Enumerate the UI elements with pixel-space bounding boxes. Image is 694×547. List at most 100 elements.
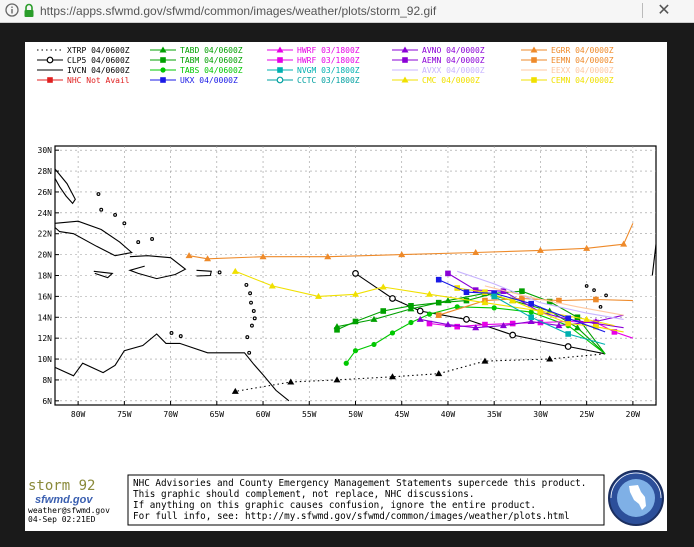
legend-label: AVNO 04/0000Z (422, 46, 485, 55)
lat-label: 6N (42, 397, 52, 406)
track-point (379, 283, 387, 290)
track-point (435, 370, 443, 377)
logo-text: sfwmd.gov (35, 494, 93, 506)
legend-label: AEMN 04/0000Z (422, 56, 485, 65)
track-point (528, 300, 534, 307)
track-line (189, 223, 634, 260)
track-point (472, 249, 480, 256)
track-point (426, 320, 433, 327)
track-point (546, 355, 554, 362)
track-point (47, 77, 53, 83)
axis-labels: 30N 28N 26N 24N 22N 20N 18N 16N 14N 12N 10N 8N 6N 80W… (38, 146, 641, 419)
track-point (160, 57, 166, 63)
legend-label: TABD 04/0600Z (180, 46, 243, 55)
legend-label: IVCN 04/0600Z (67, 66, 130, 75)
track-point (416, 307, 424, 315)
track (491, 293, 606, 345)
island (249, 323, 254, 328)
legend: XTRP 04/0600Z TABD 04/0600Z HWRF 03/1800Z A… (37, 46, 614, 85)
legend-label: XTRP 04/0600Z (67, 46, 130, 55)
sfwmd-logo: sfwmd.gov (29, 493, 115, 506)
url-field[interactable]: https://apps.sfwmd.gov/sfwmd/common/imag… (40, 4, 437, 18)
track-point (454, 304, 460, 310)
track-point (402, 57, 408, 63)
track-point (276, 46, 284, 53)
notice-line-1: NHC Advisories and County Emergency Mana… (133, 478, 586, 489)
track-point (509, 320, 516, 327)
legend-item: CLP5 04/0600Z (37, 56, 130, 65)
track-point (435, 276, 442, 283)
track-point (491, 305, 497, 311)
coastline (196, 269, 212, 277)
lat-label: 24N (38, 209, 53, 218)
coastline (128, 255, 187, 280)
storm-name: storm_92 (28, 478, 95, 494)
island (217, 270, 222, 275)
lon-label: 35W (487, 410, 502, 419)
lat-label: 16N (38, 292, 53, 301)
legend-label: TABM 04/0600Z (180, 56, 243, 65)
lock-icon (24, 3, 34, 17)
legend-label: NVGM 03/1800Z (297, 66, 360, 75)
island (169, 330, 174, 335)
track-point (276, 76, 284, 84)
track-point (389, 295, 396, 302)
notice-line-3: If anything on this graphic causes confu… (133, 500, 536, 511)
track (484, 285, 624, 316)
track-point (620, 240, 628, 247)
track-point (565, 331, 571, 337)
track-point (389, 330, 396, 336)
track-point (408, 302, 414, 309)
legend-item: NVGM 03/1800Z (267, 66, 360, 75)
info-icon[interactable] (5, 3, 19, 17)
legend-item: HWRF 03/1800Z (267, 56, 360, 65)
legend-item: EEXX 04/0000Z (521, 66, 614, 75)
track-point (324, 253, 332, 260)
track-point (472, 324, 480, 331)
track-point (565, 315, 571, 322)
notice-line-4: For full info, see: http://my.sfwmd.gov/… (133, 511, 570, 522)
track-point (531, 77, 537, 83)
lon-label: 25W (579, 410, 594, 419)
track-point (352, 318, 359, 325)
track-point (528, 309, 534, 315)
track-point (482, 289, 488, 296)
track-point (583, 244, 591, 251)
track (352, 270, 606, 355)
track-point (334, 327, 340, 333)
track-point (268, 282, 276, 289)
notice-line-2: This graphic should complement, not repl… (133, 489, 474, 500)
lon-label: 75W (117, 410, 132, 419)
island (248, 291, 253, 296)
lat-label: 12N (38, 334, 53, 343)
track-point (160, 77, 166, 83)
track-point (573, 324, 581, 331)
track-point (380, 308, 387, 314)
lat-label: 26N (38, 188, 53, 197)
track-point (482, 321, 488, 328)
island (249, 300, 253, 305)
lat-label: 14N (38, 313, 53, 322)
island (584, 284, 589, 288)
legend-item: CEMN 04/0000Z (521, 76, 614, 85)
legend-label: TABS 04/0600Z (180, 66, 243, 75)
coastline (54, 333, 290, 402)
legend-item: AVXX 04/0000Z (392, 66, 485, 75)
track-point (536, 246, 544, 253)
track-point (593, 320, 599, 327)
close-button[interactable]: ✕ (642, 2, 686, 19)
lat-label: 28N (38, 167, 53, 176)
island (178, 334, 183, 339)
legend-label: EEXX 04/0000Z (551, 66, 614, 75)
island (150, 236, 155, 241)
track-point (454, 323, 461, 330)
island (598, 304, 603, 309)
track-point (537, 309, 544, 315)
track (457, 270, 624, 320)
track-point (519, 288, 525, 294)
lon-label: 20W (626, 410, 641, 419)
track-point (435, 312, 442, 318)
coastline (54, 220, 133, 257)
track-point (352, 290, 359, 297)
track-point (565, 320, 571, 327)
